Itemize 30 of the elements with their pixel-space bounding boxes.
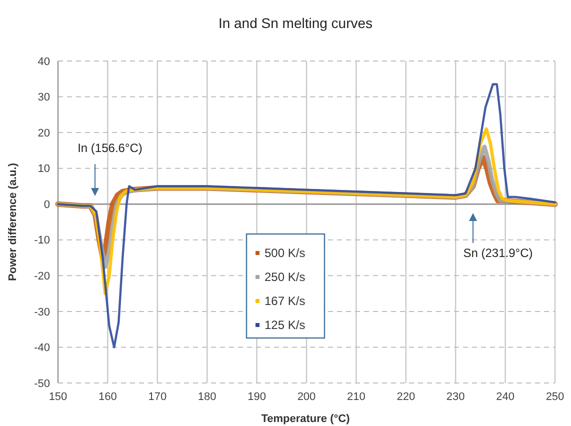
y-tick-label: 0 bbox=[44, 198, 50, 211]
x-tick-label: 170 bbox=[148, 391, 167, 403]
annotation: Sn (231.9°C) bbox=[463, 246, 533, 260]
chart-title: In and Sn melting curves bbox=[218, 15, 373, 31]
x-tick-label: 160 bbox=[98, 391, 117, 403]
x-tick-label: 220 bbox=[396, 391, 416, 403]
y-tick-label: -30 bbox=[34, 306, 50, 318]
y-tick-label: -10 bbox=[34, 234, 50, 247]
y-tick-label: -20 bbox=[34, 270, 50, 283]
x-tick-label: 190 bbox=[248, 391, 266, 403]
annotation: In (156.6°C) bbox=[78, 141, 142, 155]
y-tick-label: 30 bbox=[38, 92, 50, 104]
y-tick-label: 40 bbox=[38, 56, 50, 68]
x-tick-label: 210 bbox=[347, 391, 366, 403]
y-tick-label: 20 bbox=[38, 127, 50, 140]
x-tick-label: 250 bbox=[546, 391, 564, 403]
x-tick-label: 150 bbox=[48, 391, 68, 403]
legend-label: 167 K/s bbox=[264, 294, 306, 308]
legend-label: 125 K/s bbox=[264, 318, 306, 332]
legend-label: 500 K/s bbox=[264, 246, 306, 260]
x-tick-label: 240 bbox=[496, 391, 514, 403]
y-tick-label: -50 bbox=[34, 378, 50, 390]
x-tick-label: 200 bbox=[297, 391, 316, 403]
x-axis-title: Temperature (°C) bbox=[261, 413, 350, 425]
y-axis-title: Power difference (a.u.) bbox=[7, 162, 19, 281]
y-tick-label: -40 bbox=[34, 342, 50, 354]
y-tick-label: 10 bbox=[38, 163, 50, 176]
x-tick-label: 230 bbox=[446, 391, 465, 403]
legend-label: 250 K/s bbox=[264, 270, 306, 284]
x-tick-label: 180 bbox=[198, 391, 216, 403]
